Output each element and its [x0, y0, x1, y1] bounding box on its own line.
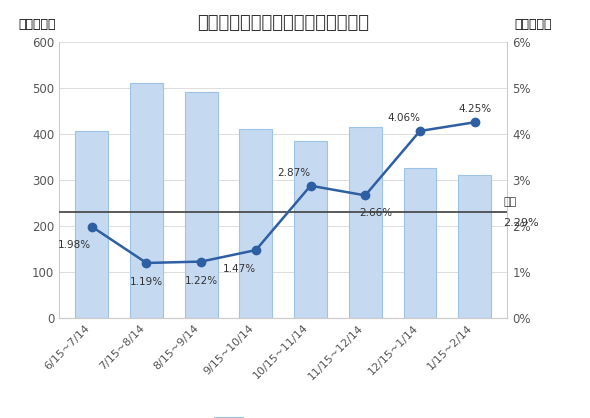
Text: 1.22%: 1.22%	[185, 276, 218, 286]
Text: 1.98%: 1.98%	[58, 240, 91, 250]
Bar	[294, 140, 327, 318]
Bar	[404, 168, 437, 318]
Text: 平均: 平均	[503, 197, 516, 207]
Text: 2.87%: 2.87%	[277, 168, 311, 178]
Text: （検査数）: （検査数）	[19, 18, 56, 31]
Legend: 検査件数, 陽性例: 検査件数, 陽性例	[209, 412, 358, 418]
Title: 当クリニックでの抗体検査の陽性率: 当クリニックでの抗体検査の陽性率	[197, 14, 369, 32]
Text: 2.29%: 2.29%	[503, 217, 539, 227]
Bar	[458, 175, 491, 318]
Bar	[349, 127, 382, 318]
Text: 1.19%: 1.19%	[130, 277, 163, 287]
Bar	[130, 83, 163, 318]
Bar	[185, 92, 218, 318]
Text: 1.47%: 1.47%	[223, 265, 256, 274]
Bar	[76, 131, 108, 318]
Text: 2.66%: 2.66%	[359, 208, 393, 218]
Bar	[240, 129, 272, 318]
Text: （陽性率）: （陽性率）	[514, 18, 552, 31]
Text: 4.06%: 4.06%	[387, 113, 420, 123]
Text: 4.25%: 4.25%	[458, 104, 491, 115]
